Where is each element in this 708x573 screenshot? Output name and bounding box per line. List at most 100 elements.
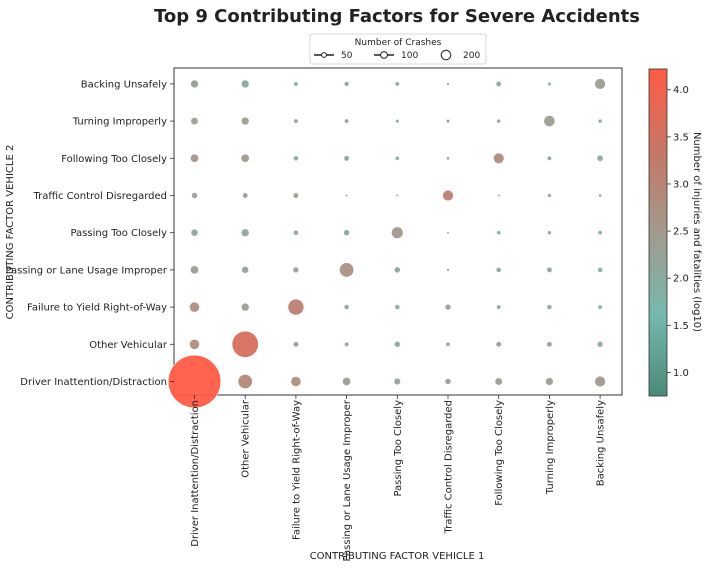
colorbar: 1.0 1.5 2.0 2.5 3.0 3.5 4.0 (648, 68, 689, 397)
bubble-point (242, 192, 248, 199)
bubble-point (446, 156, 450, 160)
bubble-point (231, 330, 259, 358)
y-tick-label: Failure to Yield Right-of-Way (27, 303, 167, 314)
bubble-point (240, 153, 250, 163)
x-tick-label: Driver Inattention/Distraction (190, 400, 201, 547)
bubble-point (396, 194, 399, 197)
bubble-point (293, 81, 299, 87)
bubble-point (446, 119, 450, 123)
bubble-point (241, 266, 249, 274)
bubble-point (189, 301, 200, 313)
bubble-point (344, 81, 350, 87)
bubble-point (345, 194, 348, 197)
x-tick-label: Traffic Control Disregarded (444, 400, 455, 535)
bubble-point (496, 304, 501, 310)
bubble-point (395, 119, 400, 123)
bubble-point (546, 341, 553, 348)
colorbar-tick-label: 1.5 (673, 321, 689, 332)
bubble-point (344, 118, 349, 124)
bubble-point (395, 81, 400, 87)
bubble-point (442, 189, 454, 202)
bubble-point (293, 118, 299, 124)
bubble-point (394, 266, 401, 273)
bubble-point (547, 230, 552, 235)
bubble-point (496, 267, 502, 273)
bubble-point (445, 342, 451, 347)
x-tick-label: Other Vehicular (241, 399, 252, 478)
bubble-point (167, 354, 222, 409)
bubble-point (493, 152, 505, 165)
bubble-point (189, 338, 200, 350)
bubble-point (597, 267, 603, 273)
x-tick-label: Passing Too Closely (393, 400, 404, 497)
legend-entry-label: 100 (401, 51, 418, 61)
colorbar-ticks: 1.0 1.5 2.0 2.5 3.0 3.5 4.0 (667, 85, 689, 379)
bubble-point (496, 230, 501, 235)
bubble-point (290, 376, 302, 387)
bubble-point (241, 79, 250, 88)
y-tick-label: Driver Inattention/Distraction (20, 377, 167, 388)
y-tick-label: Passing Too Closely (70, 228, 167, 239)
bubble-point (191, 192, 198, 199)
legend-entry-label: 200 (463, 51, 480, 61)
bubble-point (597, 341, 604, 348)
bubble-point (339, 262, 355, 278)
y-tick-label: Following Too Closely (61, 154, 167, 165)
bubble-point (546, 304, 552, 310)
bubble-point (594, 78, 606, 90)
y-axis-label: CONTRIBUTING FACTOR VEHICLE 2 (5, 145, 16, 320)
bubble-point (293, 230, 299, 236)
bubble-point (444, 378, 452, 385)
bubble-point (287, 298, 305, 316)
bubble-point (495, 81, 502, 87)
bubble-point (597, 304, 603, 310)
plot-area: Driver Inattention/Distraction Other Vehi… (5, 67, 623, 562)
x-tick-label: Failure to Yield Right-of-Way (291, 400, 302, 540)
bubble-point (190, 265, 200, 275)
legend-bubble (380, 51, 388, 59)
bubble-point (393, 378, 401, 385)
y-tick-label: Passing or Lane Usage Improper (5, 265, 167, 276)
bubble-point (241, 228, 250, 237)
x-ticks: Driver Inattention/Distraction Other Vehi… (190, 395, 607, 562)
bubble-point (446, 82, 450, 86)
bubble-point (237, 373, 253, 389)
bubble-point (343, 155, 350, 162)
bubble-point (547, 156, 552, 161)
legend-bubble (440, 49, 452, 61)
bubble-point (598, 119, 603, 124)
legend-entry-label: 50 (341, 51, 353, 61)
bubble-point (342, 376, 352, 386)
y-tick-label: Turning Improperly (72, 117, 167, 128)
bubble-point (597, 230, 603, 235)
bubble-point (543, 115, 556, 127)
bubble-point (445, 304, 451, 311)
bubble-point (190, 117, 199, 125)
legend-bubble (321, 52, 327, 58)
x-tick-label: Turning Improperly (545, 400, 556, 495)
x-tick-label: Backing Unsafely (596, 400, 607, 486)
bubble-point (395, 156, 400, 161)
bubble-point (545, 377, 554, 386)
bubble-point (293, 155, 299, 161)
x-tick-label: Following Too Closely (494, 400, 505, 506)
bubble-point (343, 229, 350, 236)
x-axis-label: CONTRIBUTING FACTOR VEHICLE 1 (310, 551, 485, 562)
bubble-point (190, 79, 199, 89)
colorbar-tick-label: 3.5 (673, 132, 689, 143)
bubble-point (241, 117, 250, 126)
bubble-point (598, 193, 602, 198)
bubble-point (446, 231, 450, 234)
bubble-point (394, 304, 400, 310)
bubble-point (394, 341, 401, 348)
legend-title: Number of Crashes (355, 38, 442, 48)
bubble-point (594, 375, 606, 388)
bubble-point (391, 226, 404, 239)
bubbles (167, 78, 606, 409)
y-tick-label: Backing Unsafely (81, 79, 167, 90)
bubble-point (344, 304, 350, 310)
bubble-point (292, 266, 299, 273)
colorbar-tick-label: 2.5 (673, 227, 689, 238)
